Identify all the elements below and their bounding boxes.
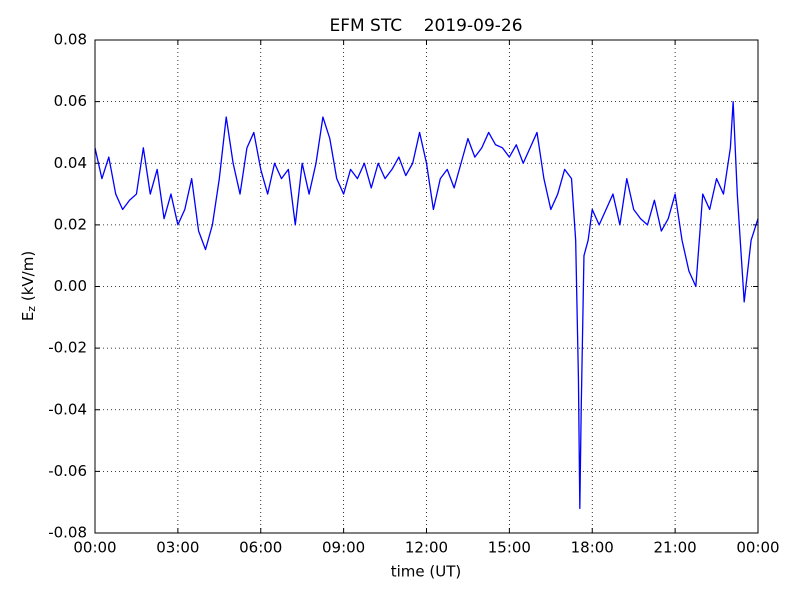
y-label-base: E [19,312,37,321]
x-tick-label: 00:00 [73,539,116,557]
y-label-unit: (kV/m) [19,251,37,306]
plot-frame [94,39,759,534]
y-label-subscript: z [25,306,38,312]
x-tick-label: 18:00 [571,539,614,557]
y-tick-label: -0.06 [48,462,87,480]
x-tick-label: 06:00 [239,539,282,557]
y-tick-label: -0.02 [48,339,87,357]
y-tick-label: 0.06 [54,92,87,110]
x-tick-label: 03:00 [156,539,199,557]
y-tick-label: 0.02 [54,215,87,233]
x-tick-label: 15:00 [488,539,531,557]
y-tick-label: 0.00 [54,277,87,295]
x-tick-label: 12:00 [405,539,448,557]
x-tick-label: 09:00 [322,539,365,557]
y-tick-label: -0.04 [48,400,87,418]
y-tick-label: 0.08 [54,31,87,49]
chart-title: EFM STC 2019-09-26 [329,16,522,36]
x-tick-label: 00:00 [736,539,779,557]
data-line [94,100,759,509]
y-tick-label: 0.04 [54,154,87,172]
x-axis-label: time (UT) [391,563,462,581]
y-axis-label: Ez (kV/m) [19,251,39,321]
x-tick-label: 21:00 [654,539,697,557]
y-tick-label: -0.08 [48,524,87,542]
